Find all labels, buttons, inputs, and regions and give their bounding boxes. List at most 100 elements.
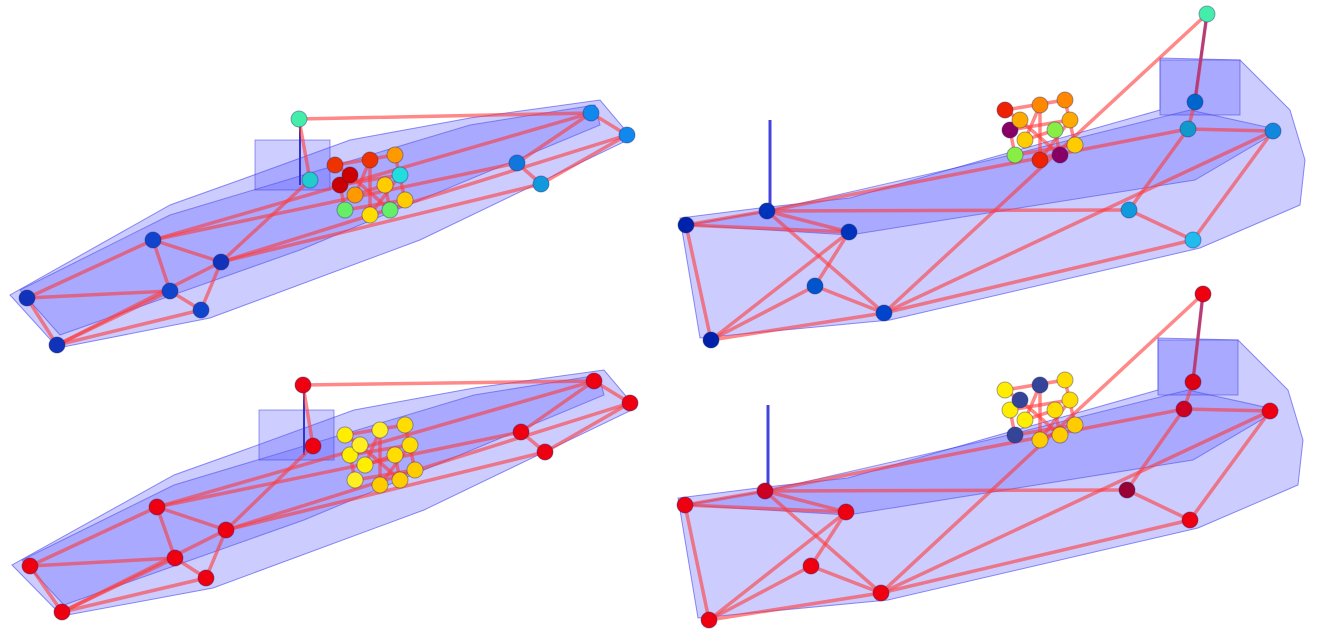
node bbox=[585, 372, 603, 390]
node bbox=[1001, 401, 1019, 419]
edge bbox=[204, 528, 228, 580]
node bbox=[351, 436, 369, 454]
node bbox=[1051, 426, 1069, 444]
node bbox=[1066, 416, 1084, 434]
node bbox=[371, 476, 389, 494]
node bbox=[301, 171, 319, 189]
node bbox=[1056, 371, 1074, 389]
edge bbox=[28, 564, 64, 614]
node bbox=[1016, 411, 1034, 429]
node bbox=[1066, 136, 1084, 154]
edge bbox=[707, 564, 813, 622]
edge bbox=[1018, 398, 1062, 437]
node bbox=[1061, 111, 1079, 129]
node bbox=[512, 423, 530, 441]
edge bbox=[60, 576, 208, 614]
edge bbox=[297, 117, 312, 182]
node bbox=[1011, 111, 1029, 129]
edge bbox=[765, 209, 851, 234]
node bbox=[217, 521, 235, 539]
node bbox=[144, 231, 162, 249]
node bbox=[1194, 285, 1212, 303]
node bbox=[1175, 400, 1193, 418]
node bbox=[1264, 122, 1282, 140]
node bbox=[1011, 391, 1029, 409]
edge bbox=[151, 238, 172, 293]
node bbox=[371, 421, 389, 439]
edge bbox=[1191, 292, 1205, 384]
node bbox=[148, 498, 166, 516]
node bbox=[582, 104, 600, 122]
island bbox=[254, 139, 331, 191]
edge bbox=[683, 503, 848, 514]
node bbox=[361, 151, 379, 169]
edge bbox=[155, 430, 523, 509]
node bbox=[166, 549, 184, 567]
edge bbox=[1188, 409, 1272, 522]
node bbox=[376, 176, 394, 194]
edge bbox=[813, 230, 851, 288]
edge bbox=[224, 450, 547, 532]
node bbox=[1118, 481, 1136, 499]
edge bbox=[301, 379, 596, 387]
edge bbox=[224, 401, 632, 532]
edge bbox=[219, 178, 312, 264]
edge bbox=[519, 379, 596, 434]
node bbox=[996, 101, 1014, 119]
edge bbox=[763, 407, 1186, 493]
node bbox=[1006, 146, 1024, 164]
node bbox=[290, 110, 308, 128]
edge bbox=[353, 468, 417, 482]
node bbox=[1046, 401, 1064, 419]
edge bbox=[358, 443, 402, 482]
edge bbox=[709, 284, 817, 342]
node bbox=[386, 446, 404, 464]
node bbox=[346, 471, 364, 489]
edge bbox=[28, 556, 177, 568]
edge bbox=[1127, 208, 1195, 242]
edge bbox=[301, 383, 315, 448]
edge bbox=[155, 505, 228, 532]
node bbox=[401, 436, 419, 454]
edge bbox=[539, 133, 629, 186]
node bbox=[192, 301, 210, 319]
node bbox=[336, 426, 354, 444]
edge bbox=[1018, 118, 1062, 157]
node bbox=[802, 557, 820, 575]
node bbox=[1061, 391, 1079, 409]
edge bbox=[1191, 129, 1275, 242]
node bbox=[1031, 96, 1049, 114]
node bbox=[1184, 231, 1202, 249]
node bbox=[197, 569, 215, 587]
edge bbox=[1125, 407, 1186, 492]
node bbox=[1181, 511, 1199, 529]
node bbox=[386, 146, 404, 164]
edge bbox=[219, 133, 629, 264]
node bbox=[391, 166, 409, 184]
node bbox=[18, 289, 36, 307]
edge bbox=[55, 308, 203, 347]
edge bbox=[378, 443, 412, 487]
edge bbox=[1182, 407, 1272, 413]
node bbox=[700, 611, 718, 629]
node bbox=[1046, 121, 1064, 139]
node bbox=[1006, 426, 1024, 444]
node bbox=[1261, 402, 1279, 420]
node bbox=[1184, 373, 1202, 391]
edge bbox=[25, 289, 172, 300]
edge bbox=[155, 505, 177, 560]
node bbox=[336, 201, 354, 219]
edge bbox=[882, 129, 1275, 315]
node bbox=[618, 126, 636, 144]
edge bbox=[709, 311, 886, 342]
edge bbox=[368, 173, 402, 217]
node bbox=[304, 437, 322, 455]
edge bbox=[55, 260, 223, 347]
edge bbox=[25, 296, 59, 347]
node bbox=[396, 191, 414, 209]
node bbox=[508, 154, 526, 172]
node bbox=[356, 456, 374, 474]
edge bbox=[763, 489, 883, 595]
node bbox=[361, 206, 379, 224]
